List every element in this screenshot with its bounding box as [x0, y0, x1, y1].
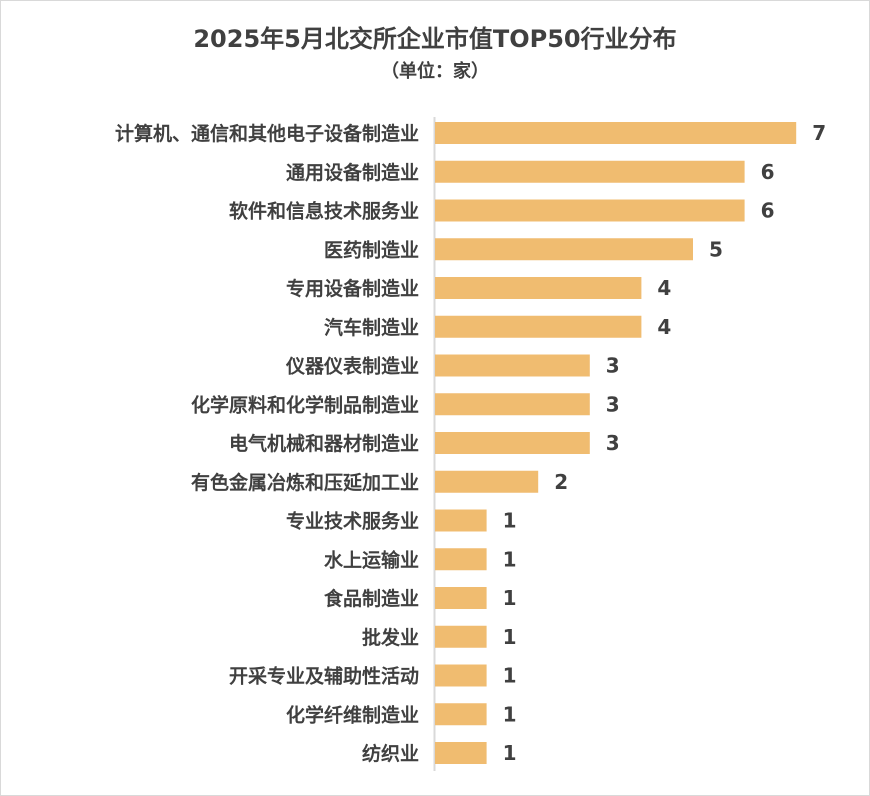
- bar: [435, 625, 487, 648]
- data-label: 5: [709, 237, 723, 261]
- bar: [435, 393, 590, 416]
- category-label: 开采专业及辅助性活动: [229, 665, 419, 688]
- category-label: 专业技术服务业: [286, 510, 419, 533]
- chart-title: 2025年5月北交所企业市值TOP50行业分布: [193, 25, 677, 53]
- bar: [435, 432, 590, 454]
- category-label: 批发业: [362, 626, 419, 649]
- bar: [435, 587, 487, 609]
- data-label: 6: [761, 199, 775, 223]
- data-label: 1: [503, 702, 517, 726]
- data-label: 4: [657, 276, 671, 300]
- bar: [435, 238, 693, 261]
- data-label: 3: [606, 354, 620, 378]
- category-label: 食品制造业: [324, 587, 419, 610]
- data-label: 3: [606, 392, 620, 416]
- bar: [435, 160, 745, 183]
- bar: [435, 199, 745, 222]
- category-label: 水上运输业: [324, 548, 419, 571]
- bar: [435, 354, 590, 377]
- category-label: 通用设备制造业: [286, 161, 419, 184]
- bar: [435, 315, 642, 338]
- data-label: 1: [503, 586, 517, 610]
- category-label: 仪器仪表制造业: [285, 355, 419, 378]
- bar: [435, 470, 539, 493]
- data-label: 4: [657, 315, 671, 339]
- category-label: 有色金属冶炼和压延加工业: [191, 471, 419, 494]
- category-label: 化学纤维制造业: [286, 703, 419, 726]
- category-label: 专用设备制造业: [286, 277, 419, 300]
- data-label: 1: [503, 741, 517, 765]
- category-label: 计算机、通信和其他电子设备制造业: [115, 122, 419, 145]
- category-label: 医药制造业: [324, 238, 419, 261]
- bar: [435, 277, 642, 299]
- category-label: 软件和信息技术服务业: [229, 200, 419, 223]
- category-label: 电气机械和器材制造业: [229, 432, 419, 455]
- bar: [435, 703, 487, 726]
- category-label: 汽车制造业: [324, 316, 419, 339]
- chart-subtitle: （单位：家）: [381, 61, 489, 82]
- bar: [435, 548, 487, 571]
- bar: [435, 664, 487, 687]
- data-label: 2: [554, 470, 568, 494]
- data-label: 1: [503, 625, 517, 649]
- category-label: 纺织业: [362, 742, 419, 765]
- data-label: 1: [503, 664, 517, 688]
- bar: [435, 742, 487, 764]
- category-label: 化学原料和化学制品制造业: [191, 393, 419, 416]
- bar: [435, 122, 797, 144]
- data-label: 3: [606, 431, 620, 455]
- data-label: 7: [812, 121, 826, 145]
- data-label: 1: [503, 547, 517, 571]
- data-label: 1: [503, 509, 517, 533]
- data-label: 6: [761, 160, 775, 184]
- bar: [435, 509, 487, 532]
